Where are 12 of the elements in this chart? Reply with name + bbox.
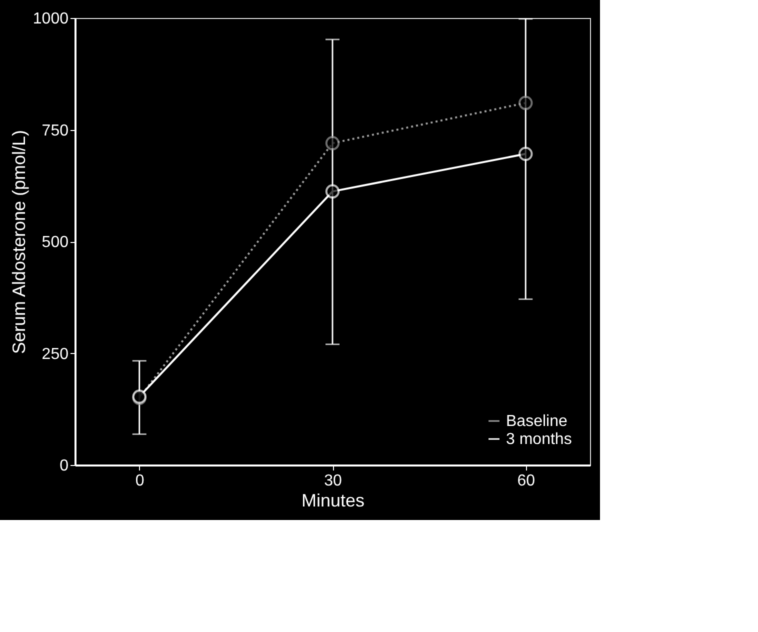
y-tick-label: 750 — [42, 122, 69, 140]
x-tick-label: 0 — [135, 472, 144, 490]
x-axis-title: Minutes — [301, 490, 365, 510]
y-tick-label: 0 — [60, 458, 69, 474]
y-tick-label: 1000 — [32, 10, 69, 28]
legend-label: Baseline — [506, 413, 568, 430]
x-tick-label: 60 — [517, 472, 536, 490]
y-tick-label: 500 — [42, 234, 69, 251]
x-tick-label: 30 — [324, 472, 342, 490]
y-tick-label: 250 — [42, 346, 69, 363]
y-axis-title: Serum Aldosterone (pmol/L) — [8, 130, 29, 354]
legend-label: 3 months — [506, 431, 572, 448]
